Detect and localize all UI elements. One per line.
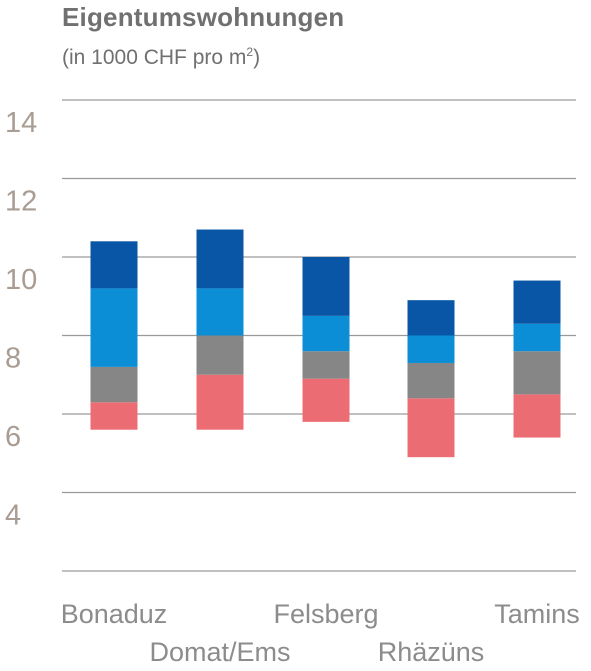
bar-segment xyxy=(196,335,244,375)
chart-subtitle: (in 1000 CHF pro m2) xyxy=(62,46,260,70)
bar-segment xyxy=(407,335,455,363)
bar-segment xyxy=(196,288,244,336)
subtitle-prefix: (in 1000 CHF pro m xyxy=(62,46,247,69)
x-tick-label: Felsberg xyxy=(273,599,378,629)
bar-segment xyxy=(90,402,138,430)
subtitle-superscript: 2 xyxy=(246,45,254,59)
bar-segment xyxy=(90,366,138,403)
bar-segment xyxy=(407,398,455,458)
bar-segment xyxy=(513,351,561,395)
subtitle-suffix: ) xyxy=(253,46,261,69)
bar-segment xyxy=(302,351,350,379)
bar-segment xyxy=(407,300,455,336)
bar-segment xyxy=(196,229,244,289)
y-tick-label: 14 xyxy=(5,107,37,139)
bar-segment xyxy=(407,362,455,399)
bar-segment xyxy=(302,378,350,422)
bars xyxy=(90,229,561,458)
x-tick-label: Tamins xyxy=(494,599,580,629)
y-tick-label: 10 xyxy=(5,264,37,296)
bar-segment xyxy=(90,288,138,367)
bar-segment xyxy=(196,374,244,430)
y-tick-label: 8 xyxy=(5,343,21,375)
x-tick-label: Bonaduz xyxy=(61,599,168,629)
x-tick-label: Domat/Ems xyxy=(149,637,290,667)
y-tick-label: 6 xyxy=(5,421,21,453)
y-tick-label: 4 xyxy=(5,500,21,532)
bar-segment xyxy=(90,241,138,289)
chart-title: Eigentumswohnungen xyxy=(62,2,345,32)
bar-segment xyxy=(302,315,350,352)
bar-segment xyxy=(302,257,350,316)
x-tick-label: Rhäzüns xyxy=(378,637,485,667)
bar-segment xyxy=(513,394,561,438)
y-tick-label: 12 xyxy=(5,186,37,218)
bar-segment xyxy=(513,323,561,352)
y-axis-ticks: 4 6 8 10 12 14 xyxy=(5,107,37,532)
bar-segment xyxy=(513,280,561,324)
